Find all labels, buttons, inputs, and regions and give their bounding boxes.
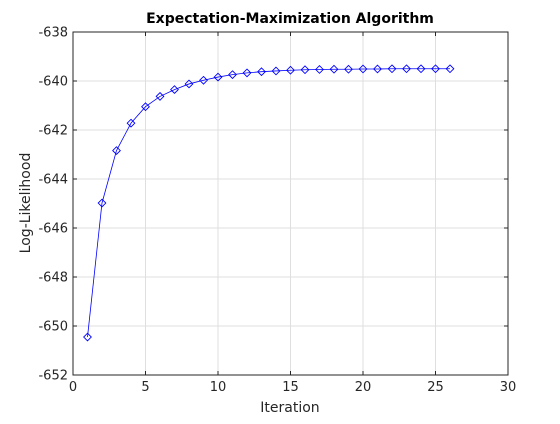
data-point-marker [242,68,252,78]
data-point-marker [373,64,382,74]
data-point-marker [97,198,107,208]
x-tick-label: 0 [69,380,77,395]
data-point-marker [286,65,295,75]
y-tick-label: -650 [38,320,68,335]
data-point-marker [83,332,92,342]
x-axis-label: Iteration [260,400,319,416]
y-tick-label: -642 [38,124,68,139]
x-tick-label: 15 [282,380,299,395]
data-point-marker [141,102,150,112]
data-point-marker [112,146,121,156]
y-tick-labels: -652 -650 -648 -646 -644 -642 -640 -638 [38,26,68,384]
x-tick-label: 5 [141,380,149,395]
data-point-marker [344,64,353,74]
data-point-marker [329,64,339,74]
ticks [72,31,509,376]
data-point-marker [402,64,411,74]
y-tick-label: -652 [38,369,68,384]
data-point-marker [431,64,440,74]
data-point-marker [445,64,455,74]
data-point-marker [387,64,397,74]
x-tick-label: 30 [500,380,517,395]
data-point-marker [213,72,223,82]
data-point-marker [257,67,266,77]
data-point-marker [300,65,310,75]
y-tick-label: -640 [38,75,68,90]
data-point-marker [126,118,136,128]
y-tick-label: -646 [38,222,68,237]
data-point-marker [184,79,194,89]
x-tick-label: 10 [210,380,227,395]
data-point-marker [170,85,179,95]
y-axis-label: Log-Likelihood [18,153,34,254]
y-tick-label: -638 [38,26,68,41]
data-point-marker [315,65,324,74]
y-tick-label: -644 [38,173,68,188]
data-point-marker [228,70,237,80]
data-point-marker [199,75,208,85]
series [83,64,455,342]
x-tick-labels: 0 5 10 15 20 25 30 [69,380,516,395]
x-tick-label: 20 [355,380,372,395]
chart-title: Expectation-Maximization Algorithm [146,11,434,27]
data-point-marker [416,64,426,74]
data-point-marker [155,91,165,101]
x-tick-label: 25 [427,380,444,395]
data-point-marker [271,66,281,76]
y-tick-label: -648 [38,271,68,286]
data-point-marker [358,64,368,74]
